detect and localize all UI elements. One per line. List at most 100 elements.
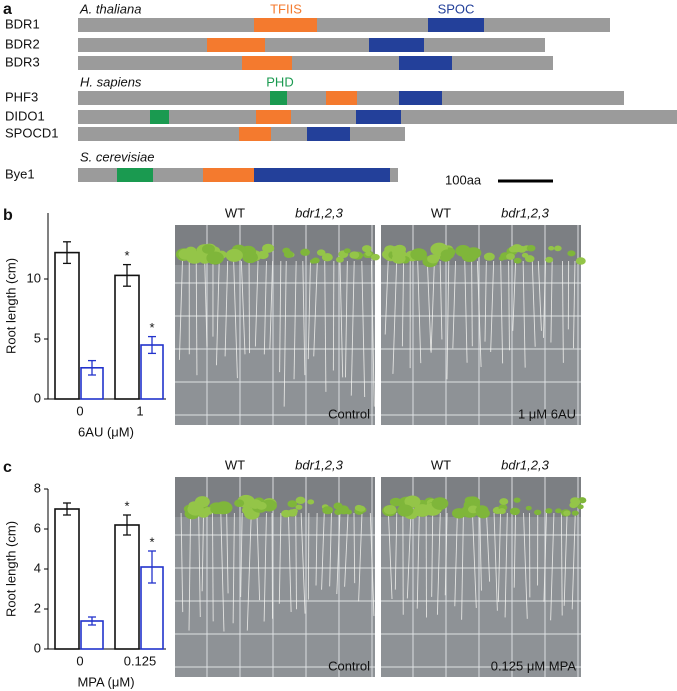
leaf [291,508,298,514]
leaf [281,509,292,518]
scale-bar-label: 100aa [445,172,482,187]
root [188,512,192,631]
root [461,512,464,620]
root [522,260,526,368]
root [479,512,482,591]
root [452,260,457,349]
root [537,260,542,331]
root [550,260,553,343]
leaf [526,244,536,252]
domain-block [242,56,292,70]
error-bar [63,241,71,265]
genotype-label: bdr1,2,3 [501,205,549,220]
root [436,512,441,615]
leaf [316,249,326,256]
leaf [497,508,506,515]
leaf [499,498,509,505]
leaf [545,508,553,514]
root [336,512,341,594]
genotype-label: WT [225,205,245,220]
root [300,512,306,614]
leaf [256,501,267,510]
root [439,260,443,340]
leaf [210,504,224,515]
leaf [571,510,579,516]
leaf [287,500,298,508]
domain-block [326,91,357,105]
leaf [349,251,360,259]
bar [114,524,140,650]
domain-label: PHD [266,74,293,89]
root [426,260,432,352]
error-bar [88,616,96,626]
root [204,260,208,347]
significance-mark: * [149,320,154,335]
root [345,260,348,378]
leaf [513,257,522,264]
y-axis-label: Root length (cm) [3,258,18,354]
root [302,260,306,376]
bar [54,251,80,400]
y-tick-label: 0 [34,390,41,405]
y-tick-label: 5 [34,330,41,345]
root [406,512,412,599]
leaf [508,246,518,253]
panel-label: c [3,459,12,476]
root [572,260,576,349]
leaf [307,499,315,505]
root [484,260,487,342]
root [497,512,501,602]
root [329,512,332,587]
root [293,260,297,380]
root [387,512,393,600]
root [430,260,435,353]
domain-label: SPOC [438,1,475,16]
species-label: H. sapiens [80,74,142,89]
panel-label: a [3,1,12,18]
leaf [321,253,333,262]
leaf [371,253,380,261]
leaf [525,505,532,511]
y-tick-label: 10 [27,270,41,285]
panel-label: b [3,207,13,224]
leaf [563,510,571,516]
root [263,512,267,622]
leaf [567,250,576,257]
genotype-label: bdr1,2,3 [501,457,549,472]
root [493,512,498,611]
domain-block [254,168,390,182]
condition-label: Control [328,406,370,421]
leaf [521,252,529,258]
root [361,260,366,398]
leaf [225,248,243,262]
root [490,260,495,352]
x-axis-label: 6AU (μM) [78,424,134,439]
root [571,512,576,610]
root [513,512,517,588]
root [246,512,252,631]
y-tick-label: 8 [34,480,41,495]
plate-photo [175,477,375,677]
species-label: S. cerevisiae [80,149,154,164]
root [198,512,201,617]
root [287,512,292,613]
root [560,512,563,616]
root [444,512,448,596]
leaf [185,250,204,264]
root [394,512,398,590]
domain-label: TFIIS [270,1,302,16]
protein-bar [78,18,610,32]
species-label: A. thaliana [79,1,141,16]
root [370,260,375,407]
leaf [506,253,515,260]
leaf [427,254,440,264]
y-axis-label: Root length (cm) [3,521,18,617]
genotype-label: WT [431,457,451,472]
domain-block [369,38,424,52]
leaf [570,498,581,506]
root [344,512,349,587]
y-tick-label: 0 [34,640,41,655]
leaf [534,509,542,516]
protein-label: BDR2 [5,36,40,51]
leaf [322,506,333,515]
